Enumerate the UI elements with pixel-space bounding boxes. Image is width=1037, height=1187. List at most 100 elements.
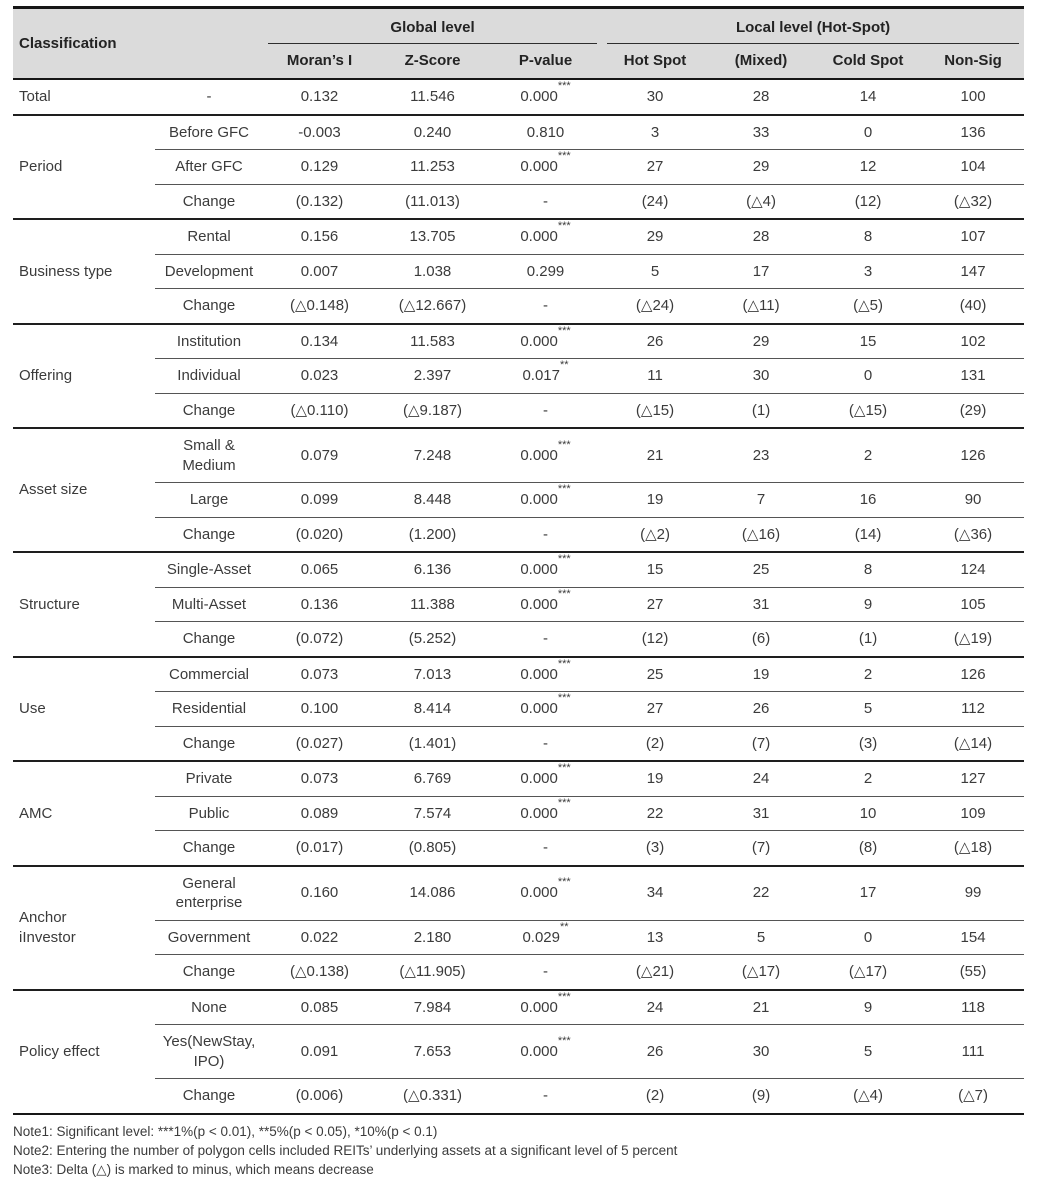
significance-stars: *** <box>557 150 571 162</box>
cell-p-value: - <box>489 183 603 219</box>
table-row: Structure Single-Asset 0.065 6.136 0.000*** 1… <box>13 551 1025 657</box>
table-row: Residential 0.100 8.414 0.000*** 27 26 5 112 <box>13 691 1025 726</box>
table-row: Change (△0.138) (△11.905) - (△21) (△17) (△17)(… <box>13 954 1025 990</box>
cell-group-label: Structure <box>13 551 155 657</box>
cell-group-label: Total <box>13 78 155 115</box>
cell-p-value: 0.000*** <box>489 149 603 184</box>
cell-hot-spot: 27 <box>602 586 709 622</box>
cell-sub-category: Government <box>155 919 263 955</box>
cell-sub-category: Before GFC <box>155 113 263 150</box>
cell-morans-i: 0.136 <box>263 586 376 622</box>
cell-sub-category: Institution <box>155 322 263 359</box>
cell-p-value: - <box>489 392 603 428</box>
cell-z-score: 7.574 <box>376 795 489 831</box>
cell-morans-i: 0.007 <box>263 253 376 289</box>
cell-cold-spot: (12) <box>814 183 923 219</box>
cell-mixed: 7 <box>708 482 815 517</box>
cell-p-value: - <box>489 830 603 866</box>
cell-morans-i: (0.072) <box>263 621 376 657</box>
cell-non-sig: 154 <box>922 919 1025 955</box>
cell-mixed: 29 <box>708 149 815 184</box>
table-row: Policy effect None 0.085 7.984 0.000*** 24 21 9… <box>13 988 1025 1114</box>
cell-cold-spot: 16 <box>814 482 923 517</box>
cell-hot-spot: (△15) <box>602 392 709 428</box>
cell-p-value: 0.000*** <box>489 482 603 517</box>
cell-sub-category: None <box>155 988 263 1025</box>
table-row: AMC Private 0.073 6.769 0.000*** 19 24 2 127 <box>13 760 1025 866</box>
cell-group-label: Period <box>13 113 155 219</box>
table-row: Multi-Asset 0.136 11.388 0.000*** 27 31 9 105 <box>13 586 1025 622</box>
cell-z-score: 11.388 <box>376 586 489 622</box>
col-header-mixed: (Mixed) <box>708 44 815 80</box>
cell-sub-category: Single-Asset <box>155 551 263 587</box>
p-value-text: 0.299 <box>526 262 565 280</box>
p-value-text: 0.000 <box>520 491 558 508</box>
table-row: Change (△0.148) (△12.667) - (△24) (△11) (△5) (4… <box>13 288 1025 324</box>
p-value-text: 0.000 <box>520 998 558 1016</box>
cell-sub-category: Commercial <box>155 655 263 692</box>
cell-hot-spot: (3) <box>602 830 709 866</box>
cell-non-sig: (△7) <box>922 1078 1025 1114</box>
cell-z-score: 11.546 <box>376 78 489 115</box>
cell-p-value: 0.000*** <box>489 864 603 920</box>
cell-morans-i: 0.023 <box>263 358 376 393</box>
group-label-local: Local level (Hot-Spot) <box>607 9 1020 44</box>
cell-z-score: 7.248 <box>376 427 489 483</box>
table-header: Classification Global level Local level … <box>13 7 1025 80</box>
cell-morans-i: 0.134 <box>263 322 376 359</box>
cell-non-sig: (29) <box>922 392 1025 428</box>
significance-stars: ** <box>560 359 569 371</box>
cell-mixed: (7) <box>708 830 815 866</box>
p-value-text: 0.017 <box>522 367 560 384</box>
cell-z-score: 13.705 <box>376 218 489 254</box>
table-row: Change (0.017) (0.805) - (3) (7) (8) (△18) <box>13 830 1025 866</box>
cell-hot-spot: (△2) <box>602 516 709 552</box>
cell-z-score: 7.013 <box>376 655 489 692</box>
cell-cold-spot: (14) <box>814 516 923 552</box>
col-header-classification: Classification <box>13 7 263 80</box>
cell-sub-category: Change <box>155 954 263 990</box>
cell-hot-spot: 34 <box>602 864 709 920</box>
cell-cold-spot: 10 <box>814 795 923 831</box>
cell-morans-i: 0.091 <box>263 1024 376 1079</box>
cell-hot-spot: 24 <box>602 988 709 1025</box>
table-row: Offering Institution 0.134 11.583 0.000*** 26… <box>13 322 1025 428</box>
table-row: Business type Rental 0.156 13.705 0.000*** 29… <box>13 218 1025 324</box>
significance-stars: *** <box>557 762 571 774</box>
cell-mixed: 31 <box>708 795 815 831</box>
cell-hot-spot: 30 <box>602 78 709 115</box>
cell-z-score: (1.401) <box>376 725 489 761</box>
cell-mixed: (1) <box>708 392 815 428</box>
statistics-table: Classification Global level Local level … <box>13 6 1025 1115</box>
cell-cold-spot: 5 <box>814 691 923 726</box>
cell-hot-spot: 11 <box>602 358 709 393</box>
cell-cold-spot: 17 <box>814 864 923 920</box>
cell-group-label: Offering <box>13 322 155 428</box>
cell-mixed: 30 <box>708 1024 815 1079</box>
cell-non-sig: 112 <box>922 691 1025 726</box>
p-value-text: - <box>543 734 549 752</box>
cell-hot-spot: 21 <box>602 427 709 483</box>
cell-p-value: 0.029** <box>489 919 603 955</box>
table-row: Public 0.089 7.574 0.000*** 22 31 10 109 <box>13 795 1025 831</box>
cell-sub-category: Change <box>155 183 263 219</box>
cell-mixed: (7) <box>708 725 815 761</box>
cell-non-sig: 147 <box>922 253 1025 289</box>
significance-stars: *** <box>557 438 571 451</box>
table-row: Asset size Small & Medium 0.079 7.248 0.000*… <box>13 427 1025 552</box>
p-value-text: 0.810 <box>526 123 565 141</box>
cell-group-label: Anchor iInvestor <box>13 864 155 990</box>
cell-sub-category: Change <box>155 725 263 761</box>
col-header-p-value: P-value <box>489 44 603 80</box>
cell-p-value: - <box>489 1078 603 1114</box>
cell-morans-i: (0.017) <box>263 830 376 866</box>
cell-p-value: 0.000*** <box>489 691 603 726</box>
cell-z-score: (11.013) <box>376 183 489 219</box>
cell-morans-i: (0.006) <box>263 1078 376 1114</box>
cell-sub-category: Change <box>155 288 263 324</box>
cell-p-value: 0.000*** <box>489 760 603 796</box>
cell-p-value: - <box>489 621 603 657</box>
cell-non-sig: (△19) <box>922 621 1025 657</box>
cell-z-score: 2.180 <box>376 919 489 955</box>
cell-sub-category: Multi-Asset <box>155 586 263 622</box>
